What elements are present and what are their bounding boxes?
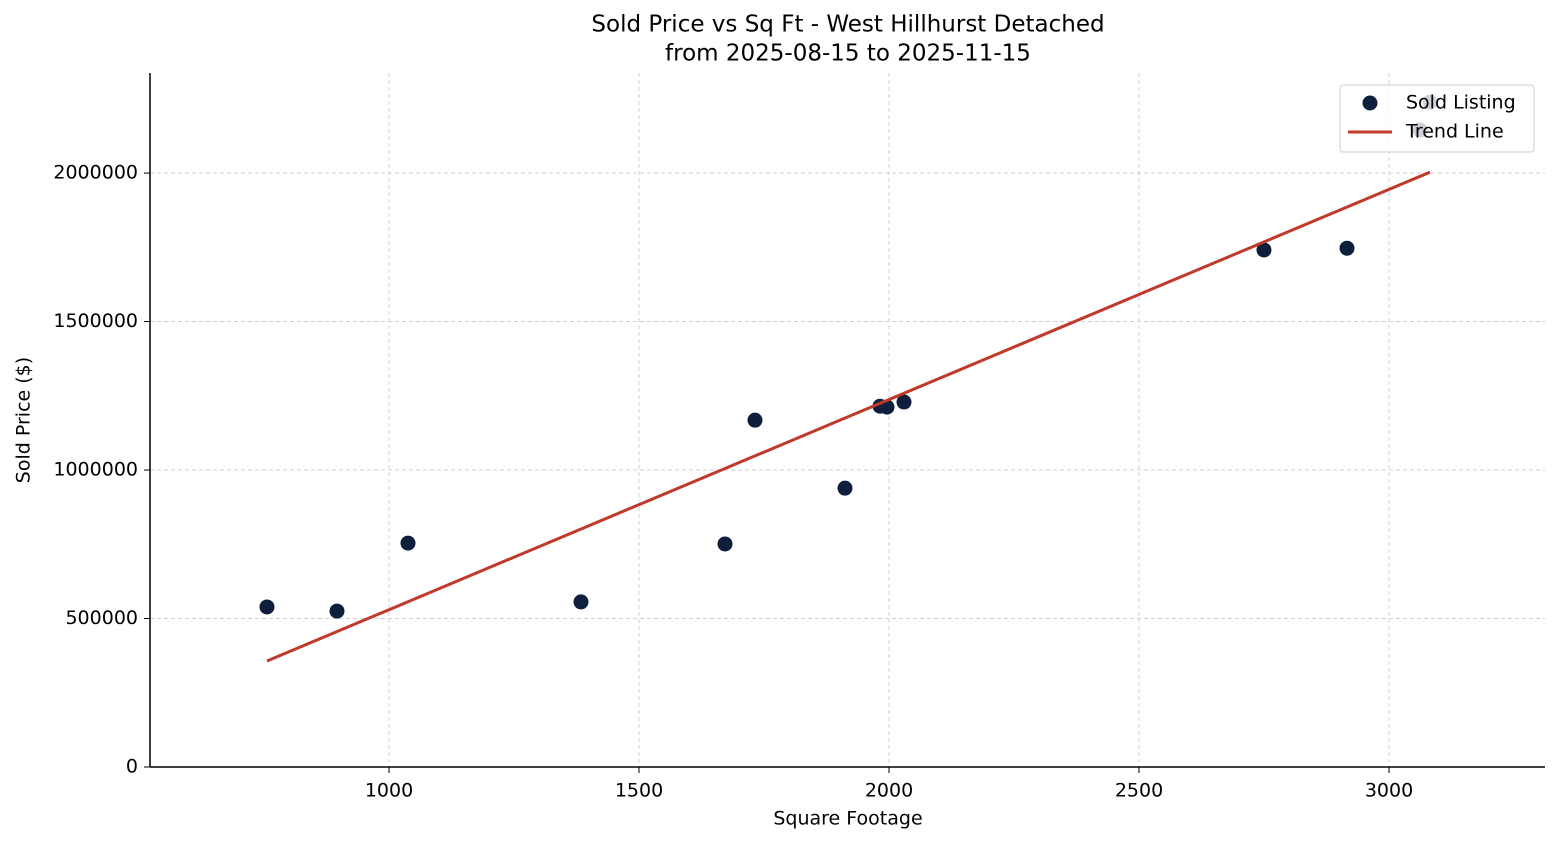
point: [259, 599, 275, 615]
legend-label: Trend Line: [1405, 121, 1504, 143]
chart-title: Sold Price vs Sq Ft - West Hillhurst Det…: [591, 12, 1104, 38]
point: [717, 536, 733, 552]
point: [747, 412, 763, 428]
y-tick-label: 1000000: [53, 459, 138, 481]
x-axis-label: Square Footage: [773, 808, 922, 830]
x-tick-label: 1500: [615, 780, 663, 802]
legend-marker: [1362, 95, 1378, 111]
point: [400, 535, 416, 551]
legend-label: Sold Listing: [1406, 92, 1516, 114]
x-tick-label: 2000: [865, 780, 913, 802]
point: [573, 594, 589, 610]
point: [329, 603, 345, 619]
chart-subtitle: from 2025-08-15 to 2025-11-15: [665, 41, 1031, 67]
point: [1339, 240, 1355, 256]
point: [1256, 242, 1272, 258]
point: [896, 394, 912, 410]
y-tick-label: 500000: [65, 607, 138, 629]
point: [837, 480, 853, 496]
y-tick-label: 0: [126, 756, 138, 778]
x-tick-label: 3000: [1365, 780, 1413, 802]
legend-box: [1339, 84, 1535, 153]
y-tick-label: 1500000: [53, 310, 138, 332]
x-tick-label: 1000: [365, 780, 413, 802]
y-tick-label: 2000000: [53, 162, 138, 184]
y-axis-label: Sold Price ($): [13, 357, 35, 483]
trend-line: [266, 170, 1431, 663]
x-tick-label: 2500: [1115, 780, 1163, 802]
